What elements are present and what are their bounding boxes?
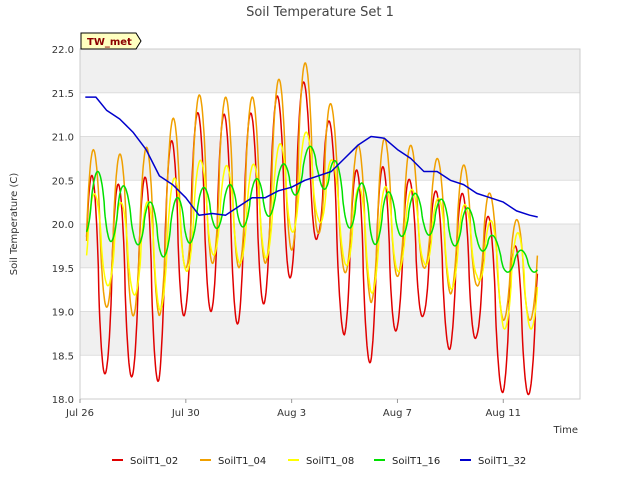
legend-item-soilt1_32: SoilT1_32 <box>460 456 526 467</box>
legend-item-soilt1_04: SoilT1_04 <box>200 456 266 467</box>
badge-shape <box>80 32 142 50</box>
y-tick-label: 21.5 <box>52 89 74 100</box>
legend-label: SoilT1_08 <box>306 456 354 467</box>
plot-frame <box>79 48 581 400</box>
x-tick-label: Jul 26 <box>65 408 94 419</box>
x-tick-label: Aug 11 <box>486 408 521 419</box>
legend: SoilT1_02 SoilT1_04 SoilT1_08 SoilT1_16 Soil… <box>112 456 526 467</box>
x-tick-label: Jul 30 <box>171 408 200 419</box>
legend-item-soilt1_02: SoilT1_02 <box>112 456 178 467</box>
series-layer <box>85 62 539 396</box>
legend-label: SoilT1_32 <box>478 456 526 467</box>
x-tick-label: Aug 7 <box>383 408 412 419</box>
legend-item-soilt1_08: SoilT1_08 <box>288 456 354 467</box>
y-tick-label: 19.0 <box>52 308 74 319</box>
legend-label: SoilT1_16 <box>392 456 440 467</box>
legend-item-soilt1_16: SoilT1_16 <box>374 456 440 467</box>
series-line-soilt1_16 <box>85 145 539 273</box>
x-axis-title: Time <box>553 425 578 436</box>
y-tick-label: 19.5 <box>52 264 74 275</box>
tw-met-badge: TW_met <box>80 32 142 50</box>
y-tick-label: 20.5 <box>52 176 74 187</box>
x-axis-ticks: Jul 26 Jul 30 Aug 3 Aug 7 Aug 11 <box>65 399 521 419</box>
series-line-soilt1_08 <box>85 131 539 330</box>
y-tick-label: 18.5 <box>52 351 74 362</box>
badge-label: TW_met <box>87 37 132 48</box>
y-tick-label: 22.0 <box>52 45 74 56</box>
y-axis-ticks: 18.0 18.5 19.0 19.5 20.0 20.5 21.0 21.5 22.0 <box>52 45 74 406</box>
legend-label: SoilT1_02 <box>130 456 178 467</box>
y-axis-title: Soil Temperature (C) <box>9 173 20 276</box>
y-tick-label: 21.0 <box>52 133 74 144</box>
y-tick-label: 18.0 <box>52 395 74 406</box>
plot-band <box>80 49 580 93</box>
y-tick-label: 20.0 <box>52 220 74 231</box>
chart-title: Soil Temperature Set 1 <box>246 5 394 20</box>
x-tick-label: Aug 3 <box>277 408 306 419</box>
series-line-soilt1_02 <box>85 81 539 396</box>
legend-label: SoilT1_04 <box>218 456 266 467</box>
series-line-soilt1_32 <box>85 96 538 218</box>
